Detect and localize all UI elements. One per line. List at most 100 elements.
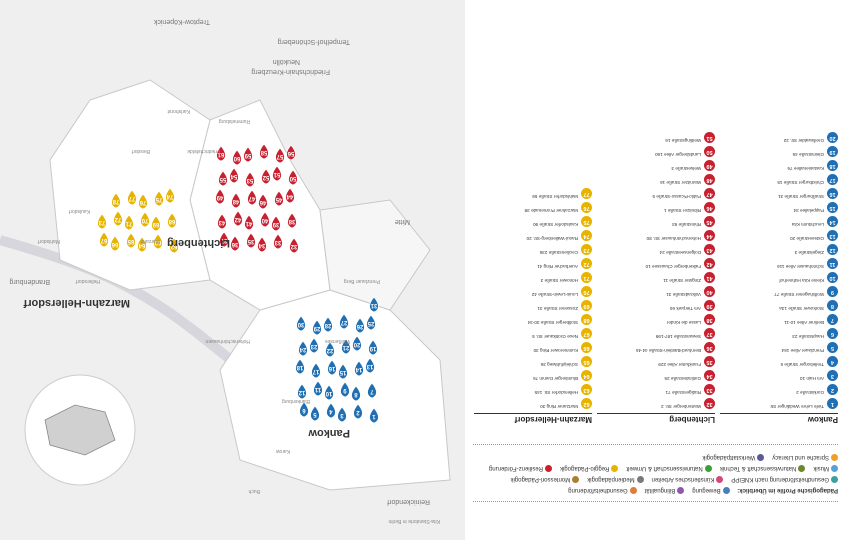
kita-entry[interactable]: 67 Neue Grottkauer Str. 5 [474, 328, 592, 340]
kita-pin[interactable]: 29 [312, 319, 322, 336]
kita-entry[interactable]: 19 Gleimstraße 46 [720, 146, 838, 158]
kita-entry[interactable]: 71 Hönower Straße 3 [474, 272, 592, 284]
kita-entry[interactable]: 38 Lasse die Kinder [597, 314, 715, 326]
kita-entry[interactable]: 65 Schleipfuhlweg 36 [474, 356, 592, 368]
kita-pin[interactable]: 51 [272, 165, 282, 182]
kita-pin[interactable]: 32 [289, 237, 299, 254]
kita-pin[interactable]: 19 [368, 339, 378, 356]
kita-pin[interactable]: 9 [340, 381, 350, 398]
kita-entry[interactable]: 15 Pappelallee 34 [720, 202, 838, 214]
kita-pin[interactable]: 66 [110, 235, 120, 252]
kita-pin[interactable]: 77 [127, 189, 137, 206]
kita-pin[interactable]: 55 [218, 170, 228, 187]
kita-pin[interactable]: 31 [369, 296, 379, 313]
kita-entry[interactable]: 75 Kaulsdorfer Straße 90 [474, 216, 592, 228]
kita-pin[interactable]: 45 [274, 190, 284, 207]
kita-pin[interactable]: 35 [246, 232, 256, 249]
kita-entry[interactable]: 72 Auerbacher Ring 41 [474, 258, 592, 270]
kita-entry[interactable]: 46 Ribnitzer Straße 1 [597, 202, 715, 214]
kita-entry[interactable]: 41 Zingster Straße 11 [597, 272, 715, 284]
kita-pin[interactable]: 16 [327, 359, 337, 376]
kita-entry[interactable]: 66 Kummerower Ring 30 [474, 342, 592, 354]
kita-pin[interactable]: 43 [217, 213, 227, 230]
kita-pin[interactable]: 41 [244, 214, 254, 231]
kita-entry[interactable]: 77 Mahlsdorfer Straße 59 [474, 188, 592, 200]
kita-pin[interactable]: 67 [99, 231, 109, 248]
kita-entry[interactable]: 39 Am Tierpark 60 [597, 300, 715, 312]
kita-entry[interactable]: 32 Wartenberger Str. 2 [597, 398, 715, 410]
kita-pin[interactable]: 65 [126, 232, 136, 249]
kita-pin[interactable]: 26 [355, 317, 365, 334]
kita-pin[interactable]: 1 [369, 407, 379, 424]
kita-pin[interactable]: 76 [138, 193, 148, 210]
kita-pin[interactable]: 33 [273, 233, 283, 250]
kita-pin[interactable]: 59 [243, 146, 253, 163]
kita-entry[interactable]: 63 Hellersdorfer Str. 145 [474, 384, 592, 396]
kita-entry[interactable]: 73 Cecilienstraße 236 [474, 244, 592, 256]
kita-entry[interactable]: 50 Landsberger Allee 160 [597, 146, 715, 158]
kita-pin[interactable]: 49 [215, 188, 225, 205]
kita-pin[interactable]: 38 [287, 212, 297, 229]
kita-pin[interactable]: 78 [111, 192, 121, 209]
kita-pin[interactable]: 62 [169, 237, 179, 254]
kita-pin[interactable]: 40 [260, 211, 270, 228]
kita-entry[interactable]: 9 Wolfshagener Straße 77 [720, 286, 838, 298]
kita-entry[interactable]: 18 Kastanienallee 76 [720, 160, 838, 172]
kita-pin[interactable]: 25 [366, 314, 376, 331]
kita-entry[interactable]: 44 Hohenschönhauser Str. 80 [597, 230, 715, 242]
kita-entry[interactable]: 14 Leuchtturm Kita [720, 216, 838, 228]
kita-pin[interactable]: 12 [297, 383, 307, 400]
kita-entry[interactable]: 10 Kleine Kita Hühnerhof [720, 272, 838, 284]
kita-entry[interactable]: 12 Ziegelstraße 3 [720, 244, 838, 256]
kita-entry[interactable]: 48 Warnitzer Straße 16 [597, 174, 715, 186]
kita-pin[interactable]: 22 [325, 341, 335, 358]
kita-entry[interactable]: 37 Sewanstraße 187-199 [597, 328, 715, 340]
kita-entry[interactable]: 68 Stollberger Straße 30-34 [474, 314, 592, 326]
kita-entry[interactable]: 6 Hauptstraße 23 [720, 328, 838, 340]
kita-entry[interactable]: 35 Frankfurter Allee 229 [597, 356, 715, 368]
kita-entry[interactable]: 5 Prenzlauer Allee 164 [720, 342, 838, 354]
kita-pin[interactable]: 54 [229, 167, 239, 184]
kita-pin[interactable]: 30 [296, 315, 306, 332]
kita-entry[interactable]: 62 Murtzaner Ring 30 [474, 398, 592, 410]
kita-pin[interactable]: 8 [351, 385, 361, 402]
kita-entry[interactable]: 8 Storkower Straße 13a [720, 300, 838, 312]
kita-pin[interactable]: 7 [367, 382, 377, 399]
kita-pin[interactable]: 2 [353, 403, 363, 420]
kita-entry[interactable]: 4 Trelleborger Straße 6 [720, 356, 838, 368]
kita-pin[interactable]: 47 [247, 189, 257, 206]
kita-pin[interactable]: 68 [167, 212, 177, 229]
kita-pin[interactable]: 56 [286, 144, 296, 161]
kita-pin[interactable]: 24 [298, 340, 308, 357]
kita-pin[interactable]: 52 [261, 168, 271, 185]
kita-entry[interactable]: 33 Rüdigerstraße 71 [597, 384, 715, 396]
kita-entry[interactable]: 34 Gotlindestraße 25 [597, 370, 715, 382]
kita-pin[interactable]: 6 [299, 401, 309, 418]
kita-pin[interactable]: 36 [230, 235, 240, 252]
kita-pin[interactable]: 42 [233, 210, 243, 227]
kita-entry[interactable]: 42 Falkenberger Chaussee 10 [597, 258, 715, 270]
kita-entry[interactable]: 16 Straßburger Straße 31 [720, 188, 838, 200]
kita-entry[interactable]: 51 Weitlingstraße 16 [597, 132, 715, 144]
kita-pin[interactable]: 5 [310, 405, 320, 422]
kita-pin[interactable]: 28 [323, 316, 333, 333]
kita-pin[interactable]: 34 [257, 236, 267, 253]
kita-pin[interactable]: 27 [339, 313, 349, 330]
kita-pin[interactable]: 73 [97, 213, 107, 230]
kita-pin[interactable]: 23 [309, 337, 319, 354]
kita-entry[interactable]: 1 Tiefe Lehre Weddinger Str. [720, 398, 838, 410]
kita-pin[interactable]: 71 [124, 214, 134, 231]
kita-pin[interactable]: 21 [341, 338, 351, 355]
kita-pin[interactable]: 3 [337, 406, 347, 423]
kita-entry[interactable]: 47 Pablo-Picasso-Straße 5 [597, 188, 715, 200]
kita-entry[interactable]: 20 Greifswalder Str. 22 [720, 132, 838, 144]
kita-pin[interactable]: 39 [271, 215, 281, 232]
kita-pin[interactable]: 58 [259, 143, 269, 160]
kita-pin[interactable]: 17 [311, 362, 321, 379]
kita-entry[interactable]: 70 Louis-Lewin-Straße 42 [474, 286, 592, 298]
kita-pin[interactable]: 44 [285, 187, 295, 204]
kita-pin[interactable]: 75 [154, 190, 164, 207]
kita-entry[interactable]: 43 Dolgenseestraße 24 [597, 244, 715, 256]
kita-pin[interactable]: 10 [324, 384, 334, 401]
kita-pin[interactable]: 63 [153, 233, 163, 250]
